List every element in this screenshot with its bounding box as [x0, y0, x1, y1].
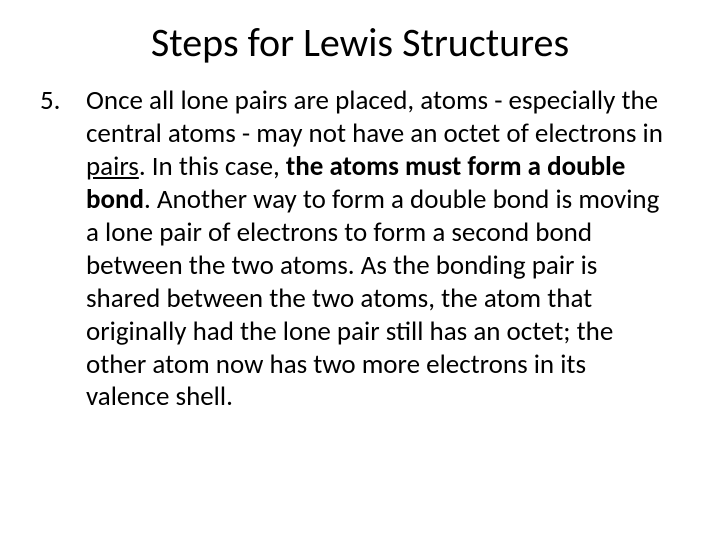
body-seg5: . Another way to form a double bond is m… — [86, 183, 659, 414]
list-item: 5. Once all lone pairs are placed, atoms… — [40, 85, 680, 414]
slide-title: Steps for Lewis Structures — [40, 18, 680, 67]
slide: Steps for Lewis Structures 5. Once all l… — [0, 0, 720, 540]
body-seg1: Once all lone pairs are placed, atoms - … — [86, 84, 663, 150]
body-seg3: . In this case, — [139, 150, 286, 183]
list-body: Once all lone pairs are placed, atoms - … — [80, 85, 680, 414]
list-number: 5. — [40, 85, 80, 118]
body-seg-underline: pairs — [86, 150, 139, 183]
numbered-list: 5. Once all lone pairs are placed, atoms… — [40, 85, 680, 414]
